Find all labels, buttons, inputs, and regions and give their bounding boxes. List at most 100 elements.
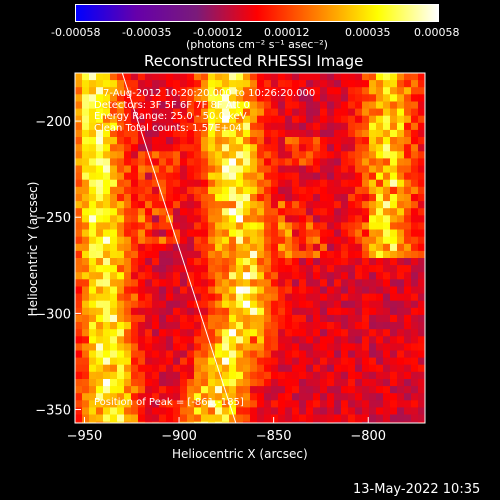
heatmap-cell	[390, 300, 398, 309]
heatmap-cell	[334, 265, 342, 273]
heatmap-cell	[250, 179, 258, 188]
heatmap-cell	[306, 101, 314, 110]
heatmap-cell	[194, 329, 202, 337]
heatmap-cell	[257, 101, 265, 110]
heatmap-cell	[425, 158, 433, 166]
heatmap-cell	[82, 222, 90, 231]
heatmap-cell	[110, 208, 118, 216]
heatmap-cell	[348, 101, 356, 110]
heatmap-cell	[383, 208, 391, 216]
heatmap-cell	[131, 336, 139, 344]
heatmap-cell	[264, 243, 272, 252]
heatmap-cell	[75, 357, 83, 366]
heatmap-cell	[124, 80, 132, 88]
heatmap-cell	[383, 393, 391, 401]
heatmap-cell	[110, 421, 118, 423]
heatmap-cell	[222, 400, 230, 408]
heatmap-cell	[117, 400, 125, 408]
heatmap-cell	[292, 414, 300, 423]
heatmap-cell	[96, 300, 104, 309]
heatmap-cell	[89, 194, 97, 202]
heatmap-cell	[82, 80, 90, 88]
heatmap-cell	[180, 158, 188, 167]
heatmap-cell	[271, 108, 279, 117]
chart-title: Reconstructed RHESSI Image	[144, 52, 364, 70]
heatmap-cell	[257, 73, 265, 81]
heatmap-cell	[397, 194, 405, 202]
heatmap-cell	[89, 186, 97, 195]
heatmap-cell	[180, 87, 188, 95]
heatmap-cell	[425, 215, 433, 223]
heatmap-cell	[208, 215, 216, 223]
heatmap-cell	[271, 421, 279, 423]
heatmap-cell	[117, 151, 125, 159]
heatmap-cell	[250, 158, 258, 167]
heatmap-cell	[404, 144, 412, 152]
heatmap-cell	[89, 129, 97, 138]
heatmap-cell	[257, 386, 265, 394]
heatmap-cell	[334, 151, 342, 159]
heatmap-cell	[222, 250, 230, 259]
heatmap-cell	[82, 73, 90, 81]
heatmap-cell	[222, 101, 230, 110]
heatmap-cell	[320, 129, 328, 138]
heatmap-cell	[271, 73, 279, 81]
heatmap-cell	[390, 421, 398, 423]
heatmap-cell	[215, 421, 223, 423]
heatmap-cell	[327, 279, 335, 287]
heatmap-cell	[425, 372, 433, 380]
heatmap-cell	[96, 236, 104, 245]
heatmap-cell	[152, 357, 160, 366]
heatmap-cell	[404, 122, 412, 131]
heatmap-cell	[334, 371, 342, 380]
heatmap-cell	[110, 379, 118, 387]
heatmap-cell	[89, 258, 97, 266]
heatmap-cell	[264, 293, 272, 302]
heatmap-cell	[152, 201, 160, 209]
heatmap-cell	[243, 158, 251, 167]
heatmap-cell	[271, 386, 279, 394]
heatmap-cell	[173, 364, 181, 373]
heatmap-cell	[397, 357, 405, 366]
heatmap-cell	[264, 414, 272, 423]
heatmap-cell	[313, 236, 321, 245]
heatmap-cell	[243, 122, 251, 131]
heatmap-cell	[75, 364, 83, 373]
heatmap-cell	[152, 336, 160, 344]
heatmap-cell	[334, 122, 342, 131]
heatmap-cell	[173, 336, 181, 344]
heatmap-cell	[222, 186, 230, 195]
heatmap-cell	[159, 201, 167, 209]
heatmap-cell	[397, 329, 405, 337]
heatmap-cell	[194, 201, 202, 209]
heatmap-cell	[376, 73, 384, 81]
annotation-clean-counts: Clean Total counts: 1.57E+04	[94, 123, 242, 134]
heatmap-cell	[236, 343, 244, 352]
heatmap-cell	[348, 115, 356, 124]
heatmap-cell	[418, 414, 425, 423]
heatmap-cell	[180, 179, 188, 188]
annotation-peak-position: Position of Peak = [-861,-185]	[94, 397, 244, 408]
heatmap-cell	[264, 336, 272, 344]
heatmap-cell	[306, 272, 314, 280]
heatmap-cell	[110, 350, 118, 359]
heatmap-cell	[82, 322, 90, 330]
heatmap-cell	[383, 151, 391, 159]
heatmap-cell	[397, 115, 405, 124]
heatmap-cell	[411, 300, 419, 309]
heatmap-cell	[229, 371, 237, 380]
heatmap-cell	[278, 229, 286, 238]
heatmap-cell	[257, 137, 265, 145]
heatmap-cell	[250, 172, 258, 181]
heatmap-cell	[348, 108, 356, 117]
heatmap-cell	[278, 144, 286, 152]
heatmap-cell	[103, 343, 111, 352]
heatmap-cell	[124, 236, 132, 245]
heatmap-cell	[341, 322, 349, 330]
heatmap-cell	[369, 379, 377, 387]
heatmap-cell	[229, 194, 237, 202]
heatmap-cell	[250, 414, 258, 423]
heatmap-cell	[243, 286, 251, 295]
heatmap-cell	[103, 429, 111, 437]
heatmap-cell	[355, 379, 363, 387]
